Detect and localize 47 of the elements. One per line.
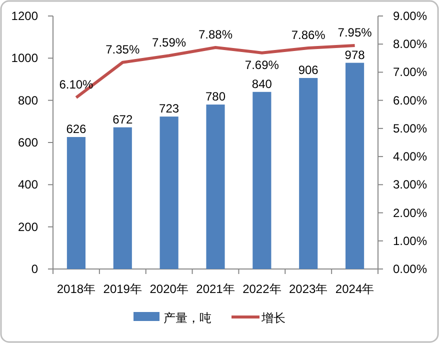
y-tick-label: 600 bbox=[18, 136, 38, 150]
bar bbox=[66, 137, 86, 269]
data-label: 906 bbox=[298, 62, 319, 77]
data-label: 723 bbox=[159, 102, 180, 116]
bar bbox=[346, 62, 364, 269]
bar bbox=[113, 127, 132, 269]
data-label: 7.69% bbox=[244, 58, 280, 72]
data-label: 7.88% bbox=[198, 27, 233, 42]
legend-label: 增长 bbox=[260, 311, 286, 325]
y-tick-label: 1000 bbox=[11, 51, 38, 66]
y-tick-label: 800 bbox=[18, 93, 38, 108]
y-tick-label: 400 bbox=[18, 178, 38, 192]
y2-tick-label: 1.00% bbox=[392, 234, 428, 248]
y-tick-label: 1200 bbox=[11, 9, 38, 23]
data-label: 7.35% bbox=[106, 42, 140, 56]
x-tick-label: 2019年 bbox=[103, 282, 142, 296]
data-label: 7.95% bbox=[338, 26, 372, 40]
data-label: 7.59% bbox=[152, 36, 186, 50]
y2-tick-label: 7.00% bbox=[392, 65, 428, 80]
legend-label: 产量，吨 bbox=[164, 311, 212, 325]
y2-tick-label: 4.00% bbox=[392, 150, 428, 164]
data-label: 7.86% bbox=[291, 28, 326, 42]
x-tick-label: 2022年 bbox=[242, 282, 282, 296]
y2-tick-label: 3.00% bbox=[392, 178, 428, 192]
y2-tick-label: 9.00% bbox=[392, 9, 428, 23]
y2-tick-label: 2.00% bbox=[392, 206, 428, 220]
y2-tick-label: 0.00% bbox=[392, 262, 428, 276]
y2-tick-label: 8.00% bbox=[392, 37, 428, 52]
data-label: 780 bbox=[205, 90, 226, 104]
bar bbox=[252, 92, 272, 269]
data-label: 840 bbox=[252, 76, 272, 91]
data-label: 672 bbox=[112, 112, 133, 126]
bar bbox=[299, 78, 318, 269]
x-tick-label: 2018年 bbox=[56, 282, 96, 296]
data-label: 978 bbox=[344, 48, 366, 62]
y2-tick-label: 5.00% bbox=[392, 121, 428, 136]
y-tick-label: 0 bbox=[31, 262, 38, 276]
y-tick-label: 200 bbox=[18, 220, 38, 234]
data-label: 6.10% bbox=[59, 78, 94, 92]
x-tick-label: 2024年 bbox=[335, 282, 374, 296]
data-label: 626 bbox=[66, 122, 87, 136]
x-tick-label: 2020年 bbox=[150, 282, 188, 296]
x-tick-label: 2021年 bbox=[196, 282, 235, 296]
x-tick-label: 2023年 bbox=[289, 282, 328, 296]
y2-tick-label: 6.00% bbox=[392, 93, 428, 108]
bar bbox=[160, 116, 178, 269]
bar bbox=[206, 104, 225, 269]
